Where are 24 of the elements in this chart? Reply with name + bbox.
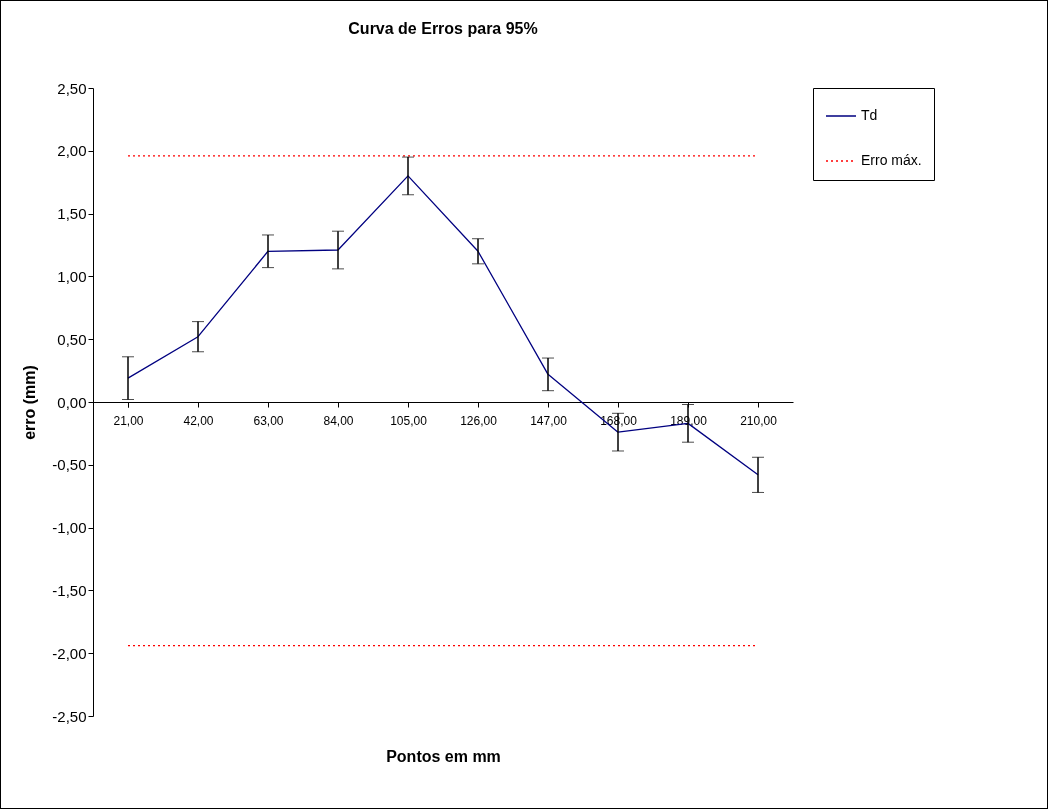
y-tick-label: 0,00 [57, 393, 87, 411]
y-tick-label: -2,00 [52, 644, 87, 662]
x-tick-label: 126,00 [460, 413, 498, 428]
x-tick-label: 210,00 [740, 413, 778, 428]
y-tick-label: -1,50 [52, 581, 87, 599]
x-tick-label: 147,00 [530, 413, 568, 428]
y-tick-label: 2,50 [57, 79, 87, 97]
x-tick-label: 21,00 [113, 413, 144, 428]
y-tick-label: 2,00 [57, 142, 87, 160]
x-axis-title: Pontos em mm [386, 747, 501, 765]
y-tick-label: -1,00 [52, 519, 87, 537]
y-tick-label: 1,50 [57, 205, 87, 223]
y-axis-title: erro (mm) [21, 365, 39, 440]
legend-label: Td [861, 107, 878, 123]
x-tick-label: 84,00 [323, 413, 354, 428]
x-tick-label: 63,00 [253, 413, 284, 428]
y-tick-label: 0,50 [57, 330, 87, 348]
x-tick-label: 42,00 [183, 413, 214, 428]
y-tick-label: -0,50 [52, 456, 87, 474]
legend-label: Erro máx. [861, 152, 922, 168]
y-tick-label: 1,00 [57, 267, 87, 285]
y-tick-label: -2,50 [52, 707, 87, 725]
x-tick-label: 105,00 [390, 413, 428, 428]
chart-title: Curva de Erros para 95% [348, 20, 538, 37]
